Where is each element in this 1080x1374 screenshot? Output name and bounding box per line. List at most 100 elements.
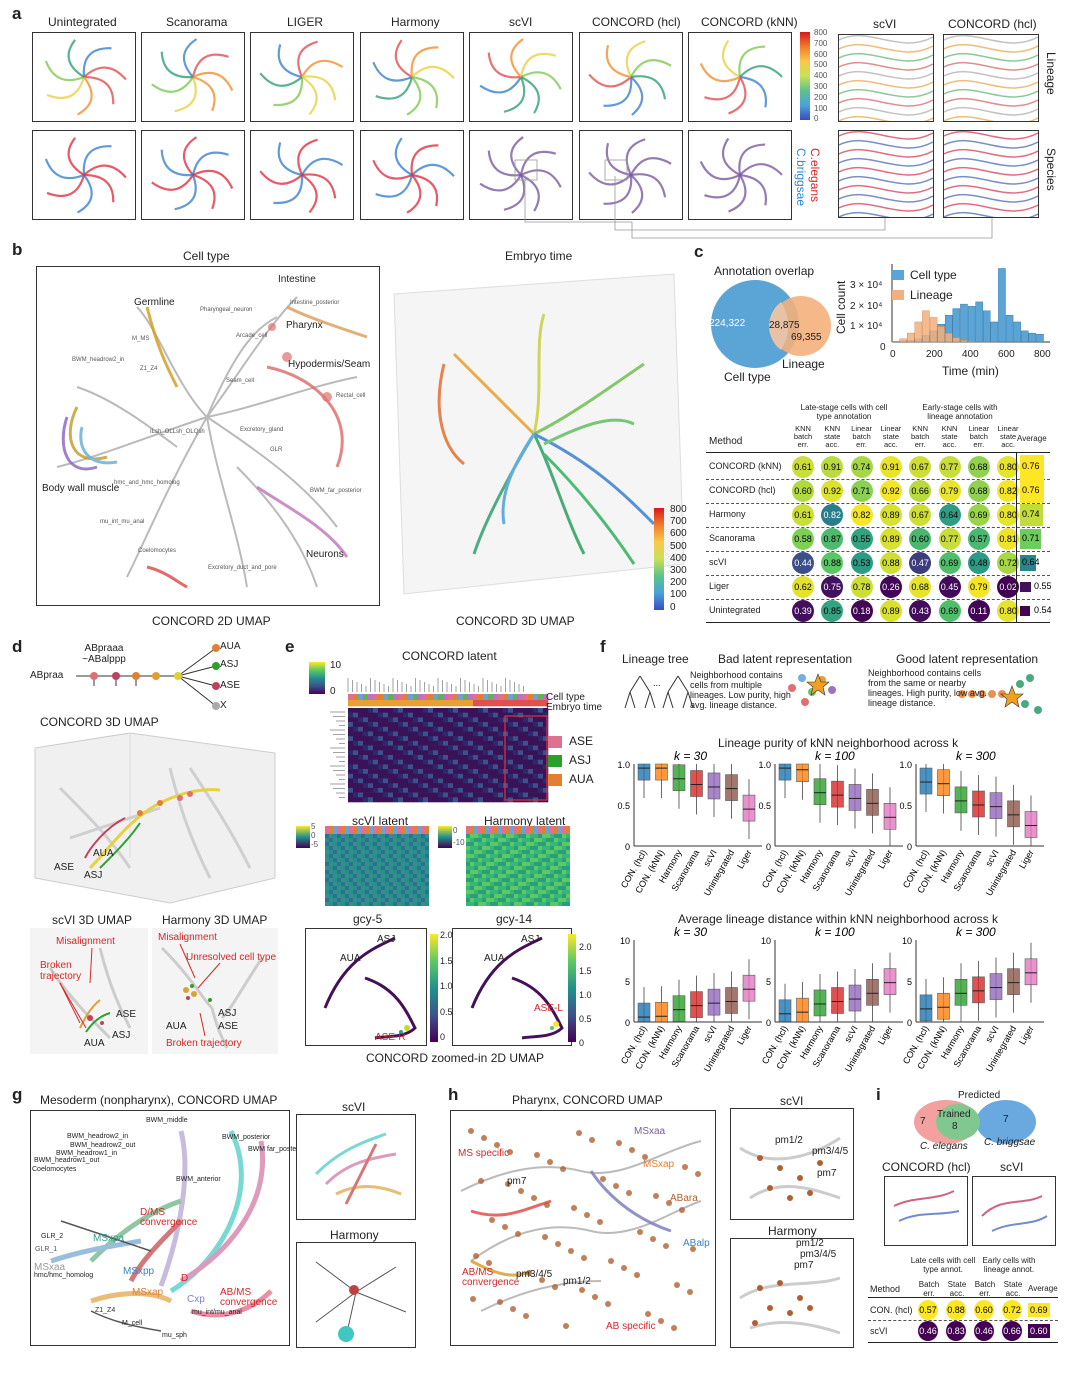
f-purity-box-2-2: [954, 786, 968, 814]
b-tiny-0: M_MS: [132, 336, 150, 342]
f-purity-xlabel-2-6: Liger: [1017, 848, 1036, 870]
c-cell-2-4: 0.67: [909, 504, 932, 526]
f-distance-box-1-5: [866, 978, 879, 1006]
e-scvi-tick-0: 0: [311, 831, 316, 840]
f-purity-box-1-5: [866, 789, 879, 816]
b-tiny-5: Excretory_duct_and_pore: [208, 565, 277, 571]
c-cell-5-2: 0.78: [850, 576, 873, 598]
e-g1-tick-4: 0: [440, 1032, 446, 1042]
f-distance-box-2-3: [972, 976, 985, 1004]
f-distance-box-0-4: [707, 988, 721, 1016]
g-scvi-umap: [296, 1114, 416, 1220]
i-species-right: C. briggsae: [984, 1137, 1036, 1148]
f-distance-ytick-2-0: 10: [902, 936, 912, 946]
e-g1-aser: ASE-R: [375, 1032, 406, 1043]
c-cell-5-1: 0.75: [821, 576, 844, 598]
f-distance-box-1-0: [778, 999, 792, 1023]
f-distance-klabel-0: k = 30: [674, 926, 707, 939]
e-gene2: gcy-14: [496, 912, 533, 926]
e-g1-tick-2: 1.0: [440, 981, 453, 991]
c-row-method-4: scVI: [709, 557, 727, 567]
c-cell-0-5: 0.77: [938, 456, 961, 478]
d-harmony-ase: ASE: [218, 1021, 239, 1032]
c-row-method-5: Liger: [709, 581, 730, 591]
i-predicted: Predicted: [958, 1090, 1001, 1101]
panel-label-a: a: [12, 4, 22, 23]
f-distance-title: Average lineage distance within kNN neig…: [678, 912, 998, 926]
hist-lineage-bar-8: [952, 337, 961, 343]
d-scvi-ase: ASE: [116, 1009, 137, 1020]
c-colhdr-2: Linear batch err.: [851, 424, 873, 449]
d-3d-umap: [34, 732, 276, 904]
e-gene2-cbar: [568, 934, 576, 1042]
i-average-header: Average: [1028, 1284, 1058, 1293]
g-label-3: BWM_headrow1_in: [56, 1150, 118, 1157]
zoom-title-scvi: scVI: [873, 17, 897, 31]
f-distance-xlabel-1-6: Liger: [876, 1024, 895, 1046]
hist-celltype-bar-8: [952, 308, 961, 343]
i-avg-0: 0.69: [1028, 1303, 1050, 1317]
d-harmony-asj: ASJ: [218, 1008, 237, 1019]
f-purity-box-1-0: [778, 763, 792, 781]
c-row-sep-3: [706, 551, 1050, 552]
c-cell-0-1: 0.91: [821, 456, 844, 478]
e-g1-asj: ASJ: [377, 934, 396, 945]
g-label-13: hmc/hmc_homolog: [34, 1272, 94, 1279]
b-tiny-6: Intestine_posterior: [290, 300, 340, 306]
c-venn-lineage: Lineage: [782, 357, 825, 371]
h-label-4: MS specific: [458, 1148, 510, 1159]
f-distance-ytick-0-2: 0: [625, 1018, 630, 1028]
b-cbar-tick-2: 600: [670, 528, 687, 540]
d-3d-aua: AUA: [93, 848, 114, 859]
c-group2: Early-stage cells with lineage annotatio…: [922, 403, 998, 421]
c-cell-2-1: 0.82: [821, 504, 844, 526]
hist-celltype-bar-18: [1028, 332, 1037, 343]
h-scvi-label-0: pm1/2: [775, 1135, 803, 1146]
c-cell-2-7: 0.80: [997, 504, 1020, 526]
c-cell-1-5: 0.79: [938, 480, 961, 502]
e-scvi-heatmap: [325, 826, 429, 906]
f-purity-xlabel-0-4: scVI: [701, 848, 718, 868]
f-distance-xlabel-2-4: scVI: [983, 1024, 1000, 1044]
h-scvi-umap: [730, 1108, 854, 1220]
b-cbar-tick-4: 400: [670, 552, 687, 564]
f-distance-box-0-0: [637, 1002, 651, 1023]
b-tiny-3: Seam_cell: [226, 378, 255, 384]
f-distance-ytick-0-0: 10: [620, 936, 630, 946]
f-distance-box-0-2: [672, 995, 686, 1022]
a-cbar-tick-6: 200: [814, 92, 828, 102]
e-g2-tick-2: 1.0: [579, 990, 592, 1000]
b-cbar-tick-5: 300: [670, 565, 687, 576]
h-scvi-title: scVI: [780, 1094, 804, 1108]
h-label-9: AB specific: [606, 1321, 656, 1332]
c-venn-title: Annotation overlap: [714, 264, 815, 278]
e-g2-asj: ASJ: [521, 934, 540, 945]
e-g1-tick-0: 2.0: [440, 930, 453, 940]
c-avg-divider: [1016, 452, 1017, 622]
b-cbar-tick-7: 100: [670, 589, 687, 601]
umap-box-1-0: [141, 32, 245, 122]
c-hist-ytick-2: 1 × 10⁴: [850, 321, 883, 332]
umap-title-4: scVI: [509, 15, 533, 29]
umap-box-6-1: [688, 130, 792, 220]
b-tiny-10: ILsh_OLLsh_OLQsh: [150, 429, 205, 435]
a-cbar-tick-5: 300: [814, 82, 828, 91]
c-venn-val-left: 224,322: [709, 318, 746, 329]
f-purity-box-2-1: [937, 769, 950, 796]
c-cell-5-0: 0.62: [792, 576, 814, 598]
e-cbar-top: 10: [330, 660, 342, 671]
c-cell-3-6: 0.57: [967, 528, 990, 550]
c-avg-4: 0.64: [1022, 557, 1040, 567]
c-histogram: [891, 264, 1050, 343]
b-tiny-13: Arcade_cell: [236, 333, 268, 339]
e-g2-tick-0: 2.0: [579, 942, 592, 952]
hist-lineage-bar-1: [899, 338, 907, 343]
umap-title-5: CONCORD (hcl): [592, 15, 681, 29]
c-row-sep-4: [706, 575, 1050, 576]
e-legend-1: ASJ: [569, 753, 592, 767]
f-good-text: Neighborhood contains cells from the sam…: [868, 668, 987, 708]
d-scvi-umap: [30, 928, 148, 1054]
c-colhdr-7: Linear state acc.: [997, 424, 1019, 449]
e-legend-2: AUA: [569, 772, 594, 786]
h-harmony-title: Harmony: [768, 1224, 817, 1238]
